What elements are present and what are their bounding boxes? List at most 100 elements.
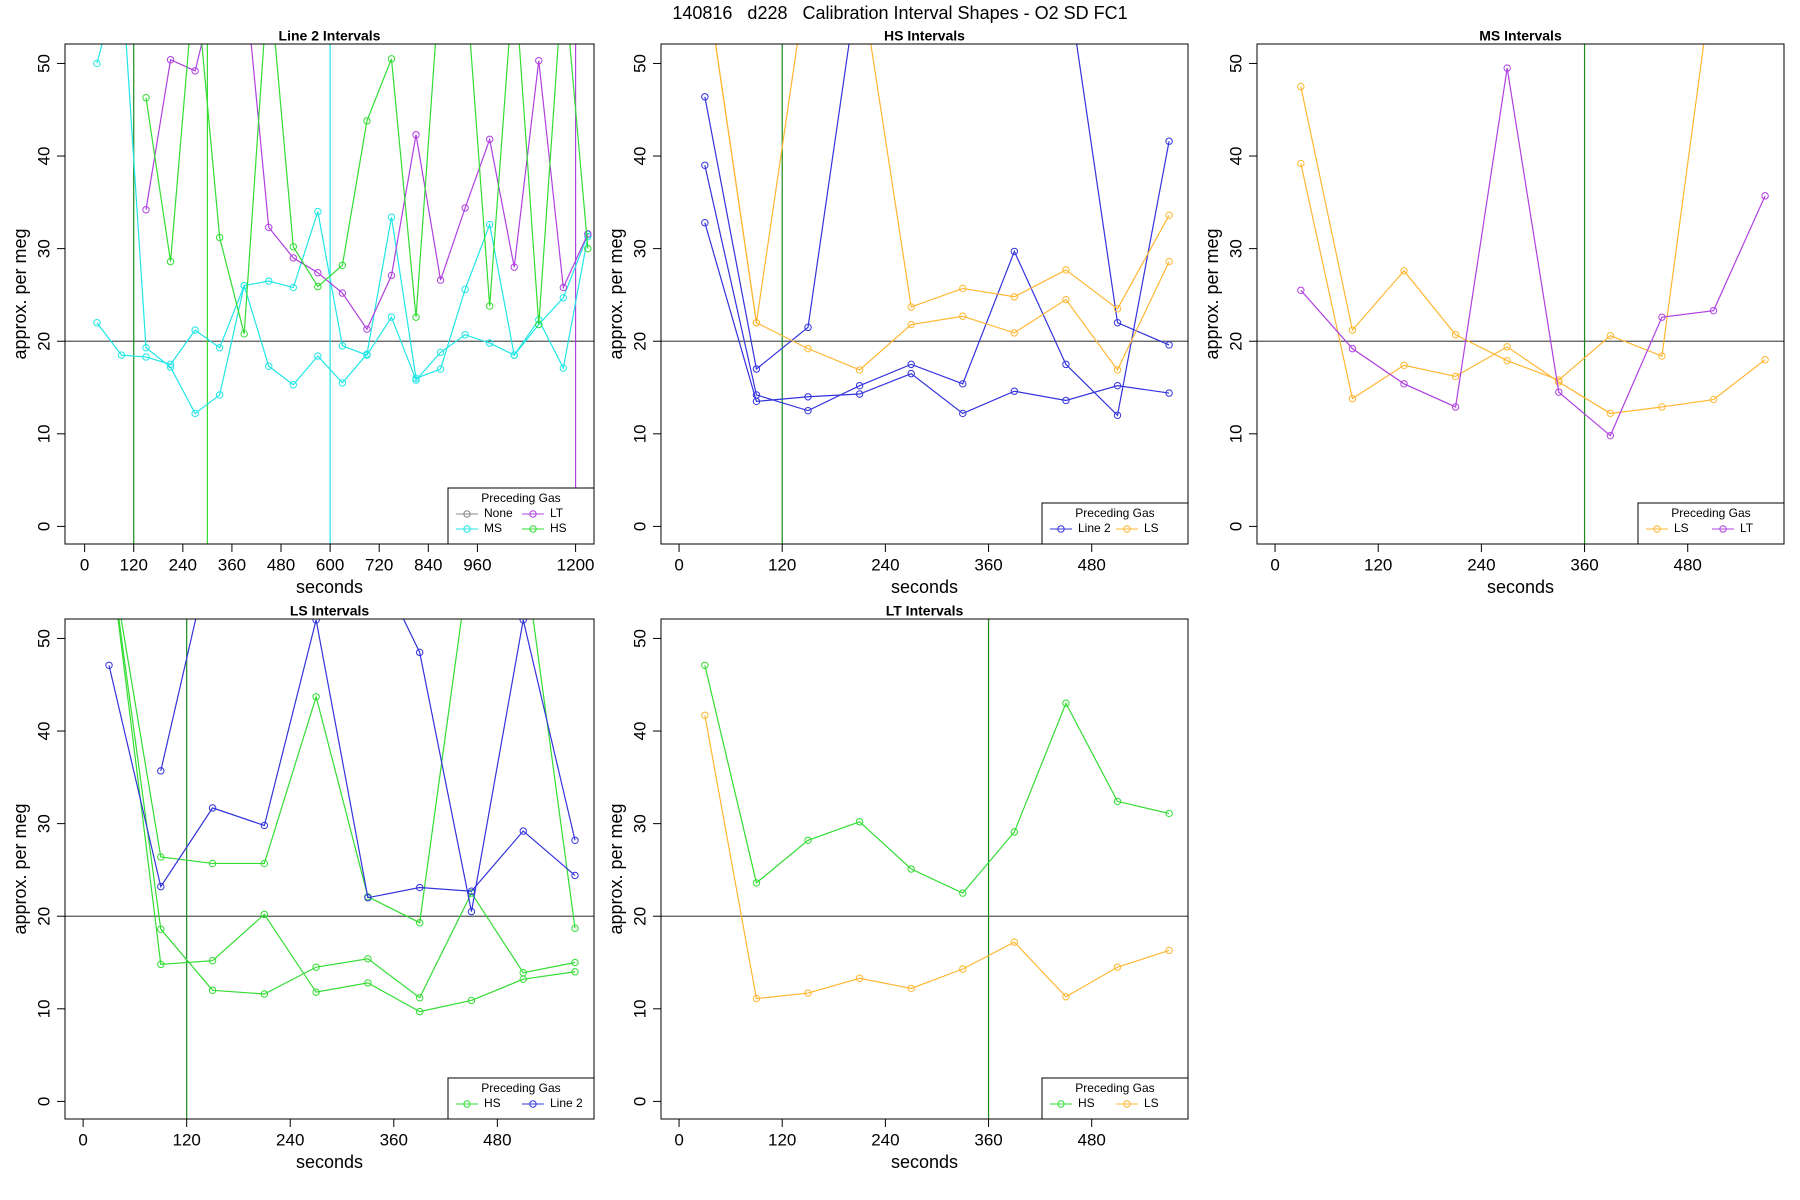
- legend-marker: [529, 525, 537, 533]
- data-point: [166, 257, 175, 266]
- x-tick-label: 0: [78, 1130, 87, 1149]
- data-point: [240, 330, 248, 338]
- data-point: [93, 59, 101, 68]
- data-point: [1113, 319, 1122, 327]
- x-axis-label: seconds: [1487, 577, 1554, 597]
- data-point: [1062, 360, 1070, 369]
- plot-frame: [660, 618, 1189, 1120]
- data-point: [312, 963, 320, 971]
- y-axis-label: approx. per meg: [606, 803, 626, 934]
- panel: HS Intervals 0 120 240 360 480 0 10 20 30 40 50 seco…: [606, 28, 1189, 597]
- data-point: [1348, 394, 1357, 403]
- x-tick-label: 120: [120, 555, 148, 574]
- panel: LT Intervals 0 120 240 360 480 0 10 20 30 40 50 seco…: [606, 603, 1189, 1172]
- x-tick-label: 600: [316, 555, 344, 574]
- plot-area: [661, 619, 1188, 1119]
- data-point: [571, 924, 579, 932]
- legend-label: None: [484, 506, 513, 520]
- data-point: [105, 661, 113, 669]
- legend-marker: [463, 525, 471, 533]
- data-point: [260, 990, 269, 998]
- data-point: [142, 344, 150, 352]
- data-point: [157, 960, 165, 969]
- x-tick-label: 480: [267, 555, 295, 574]
- data-point: [752, 319, 761, 327]
- data-point: [1658, 313, 1666, 321]
- data-point: [1113, 963, 1122, 971]
- data-point: [265, 277, 273, 285]
- data-point: [314, 269, 322, 277]
- legend-title: Preceding Gas: [481, 491, 560, 505]
- legend-marker: [529, 510, 537, 518]
- data-point: [1010, 828, 1019, 836]
- data-point: [855, 818, 864, 826]
- legend-label: Line 2: [1078, 521, 1111, 535]
- legend-label: HS: [1078, 1096, 1095, 1110]
- data-point: [1555, 388, 1563, 396]
- series-line: [96, 217, 589, 386]
- data-point: [1165, 389, 1173, 397]
- x-tick-label: 840: [414, 555, 442, 574]
- data-point: [312, 988, 320, 996]
- data-point: [208, 859, 217, 868]
- y-axis-label: approx. per meg: [1202, 228, 1222, 359]
- plot-frame: [64, 618, 595, 1120]
- data-point: [1400, 361, 1408, 369]
- figure-title: 140816 d228 Calibration Interval Shapes …: [672, 3, 1127, 23]
- data-point: [260, 910, 269, 919]
- data-point: [584, 244, 592, 253]
- y-tick-label: 10: [1226, 424, 1245, 443]
- series-line: [714, 44, 1170, 323]
- data-point: [571, 958, 579, 967]
- data-point: [1761, 192, 1769, 200]
- data-point: [289, 254, 297, 262]
- x-tick-label: 120: [172, 1130, 200, 1149]
- series-line: [96, 44, 589, 415]
- x-tick-label: 240: [871, 1130, 899, 1149]
- data-point: [855, 381, 864, 390]
- y-tick-label: 40: [34, 147, 53, 166]
- data-point: [907, 865, 915, 873]
- data-point: [907, 360, 915, 369]
- y-axis-label: approx. per meg: [606, 228, 626, 359]
- data-point: [1010, 293, 1019, 301]
- data-point: [461, 204, 469, 212]
- legend-marker: [1057, 1100, 1065, 1108]
- series-line: [145, 44, 589, 334]
- data-point: [1348, 344, 1357, 353]
- y-tick-label: 40: [630, 722, 649, 741]
- legend-box: [447, 1077, 595, 1120]
- x-tick-label: 120: [768, 1130, 796, 1149]
- y-tick-label: 20: [1226, 332, 1245, 351]
- data-point: [1010, 387, 1019, 395]
- series-line: [160, 619, 576, 912]
- x-axis-label: seconds: [891, 1152, 958, 1172]
- data-point: [461, 331, 469, 339]
- series-line: [145, 44, 589, 331]
- data-point: [363, 117, 371, 125]
- data-point: [260, 859, 269, 868]
- y-tick-label: 40: [630, 147, 649, 166]
- data-point: [1555, 378, 1563, 386]
- legend-label: MS: [484, 521, 502, 535]
- data-point: [93, 319, 101, 327]
- data-point: [166, 363, 175, 371]
- x-tick-label: 0: [674, 1130, 683, 1149]
- data-point: [510, 351, 518, 359]
- legend-title: Preceding Gas: [1075, 506, 1154, 520]
- data-point: [855, 390, 864, 398]
- x-tick-label: 360: [380, 1130, 408, 1149]
- x-axis-label: seconds: [891, 577, 958, 597]
- data-point: [1709, 306, 1718, 315]
- plot-area: [65, 44, 594, 544]
- data-point: [1113, 305, 1122, 313]
- x-axis-label: seconds: [296, 577, 363, 597]
- panel-title: MS Intervals: [1479, 28, 1562, 44]
- legend-marker: [1653, 525, 1661, 533]
- data-point: [415, 994, 424, 1002]
- data-point: [752, 879, 761, 887]
- data-point: [338, 261, 347, 269]
- legend-label: HS: [550, 521, 567, 535]
- data-point: [559, 283, 568, 292]
